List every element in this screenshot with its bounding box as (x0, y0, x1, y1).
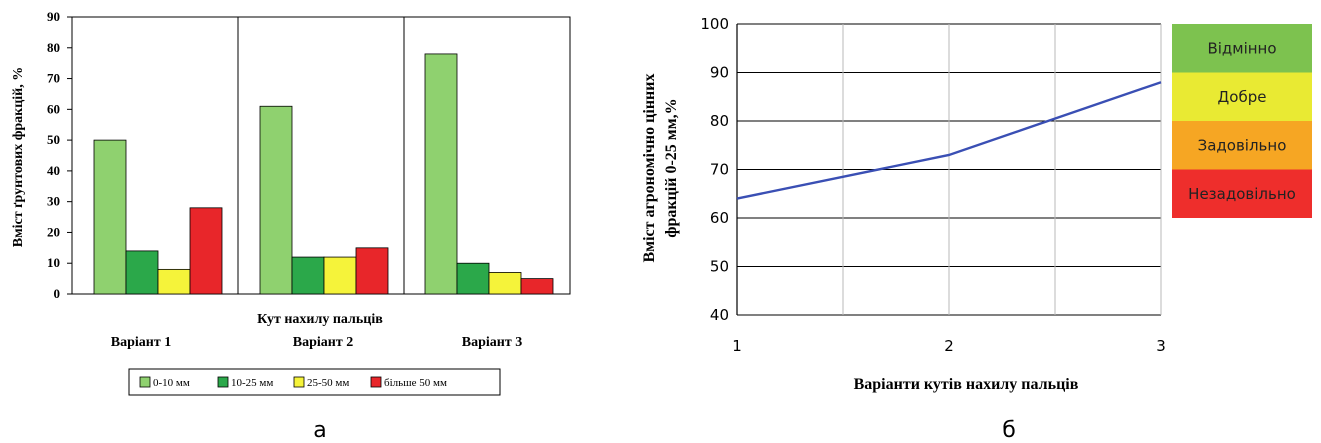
bar-chart-bars (93, 53, 554, 295)
bar-chart-legend-swatch (139, 376, 151, 388)
line-chart-y-tick-label: 90 (710, 64, 729, 82)
line-chart-y-tick-label: 40 (710, 306, 729, 324)
bar (259, 105, 293, 295)
bar (125, 250, 159, 295)
bar-chart-caption: а (313, 418, 326, 443)
rating-zone (1172, 24, 1312, 73)
bar (291, 256, 325, 295)
bar-chart-y-tick-label: 80 (47, 40, 60, 55)
line-chart-y-axis-label-line-1: Вміст агрономічно цінних (641, 74, 658, 263)
bar (456, 262, 490, 295)
bar-chart-y-axis-label: Вміст ґрунтових фракцій, % (11, 67, 26, 248)
bar (157, 268, 191, 295)
line-chart: Відмінно Добре Задовільно Незадовільно 40 50… (641, 15, 1312, 443)
bar (520, 278, 554, 295)
line-chart-series (736, 81, 1162, 200)
bar-chart-y-tick-label: 90 (47, 9, 60, 24)
line-chart-x-tick-label: 1 (732, 337, 742, 355)
bar-chart-legend-label: 10-25 мм (231, 377, 273, 389)
bar (488, 272, 522, 295)
line-chart-y-tick-label: 60 (710, 209, 729, 227)
bar-chart-legend-label: 0-10 мм (153, 377, 190, 389)
bar-chart-legend-label: 25-50 мм (307, 377, 349, 389)
bar-chart-legend-frame (128, 368, 501, 396)
bar-chart-category-label: Варіант 3 (462, 335, 522, 350)
rating-zone (1172, 169, 1312, 218)
bar-chart-gridlines (237, 17, 405, 294)
line-chart-x-tick-label: 2 (944, 337, 954, 355)
rating-zone-label: Незадовільно (1188, 185, 1296, 203)
series-line (736, 81, 1162, 200)
line-chart-x-axis-label: Варіанти кутів нахилу пальців (854, 376, 1079, 393)
bar-chart-x-axis-label: Кут нахилу пальців (257, 312, 383, 327)
line-chart-rating-zones: Відмінно Добре Задовільно Незадовільно (1172, 24, 1312, 218)
bar-chart-y-tick-label: 0 (54, 286, 61, 301)
bar-chart-y-tick-label: 70 (47, 71, 60, 86)
bar-chart-legend-swatch (217, 376, 229, 388)
line-chart-y-tick-label: 50 (710, 258, 729, 276)
bar (424, 53, 458, 295)
bar (189, 207, 223, 295)
bar-chart-legend-swatch (293, 376, 305, 388)
bar (93, 139, 127, 295)
line-chart-caption: б (1002, 418, 1016, 443)
bar-chart-legend-label: більше 50 мм (384, 377, 447, 389)
line-chart-y-tick-label: 70 (710, 161, 729, 179)
bar-chart-legend-swatch (370, 376, 382, 388)
bar-chart-category-label: Варіант 1 (111, 335, 171, 350)
bar-chart-y-ticks: 0 10 20 30 40 50 60 70 80 90 (47, 9, 72, 301)
bar-chart-y-tick-label: 60 (47, 101, 60, 116)
bar-chart-y-tick-label: 40 (47, 163, 60, 178)
rating-zone-label: Добре (1218, 88, 1267, 106)
line-chart-x-ticks: 1 2 3 (732, 337, 1166, 355)
rating-zone (1172, 121, 1312, 170)
bar-chart-category-label: Варіант 2 (293, 335, 353, 350)
rating-zone-label: Відмінно (1207, 39, 1276, 57)
line-chart-y-axis-label-line-2: фракцій 0-25 мм,% (663, 98, 680, 237)
bar-chart-y-tick-label: 10 (47, 255, 60, 270)
bar-chart-y-tick-label: 50 (47, 132, 60, 147)
bar (355, 247, 389, 295)
rating-zone-label: Задовільно (1198, 136, 1287, 154)
line-chart-y-tick-label: 100 (700, 15, 729, 33)
bar (323, 256, 357, 295)
bar-chart-legend: 0-10 мм 10-25 мм 25-50 мм більше 50 мм (128, 368, 501, 396)
line-chart-y-ticks: 40 50 60 70 80 90 100 (700, 15, 729, 324)
rating-zone (1172, 72, 1312, 121)
bar-chart-y-tick-label: 30 (47, 194, 60, 209)
line-chart-y-tick-label: 80 (710, 112, 729, 130)
line-chart-x-tick-label: 3 (1156, 337, 1166, 355)
line-chart-gridlines (737, 23, 1162, 316)
bar-chart-y-tick-label: 20 (47, 224, 60, 239)
bar-chart-categories: Варіант 1 Варіант 2 Варіант 3 (111, 335, 522, 350)
